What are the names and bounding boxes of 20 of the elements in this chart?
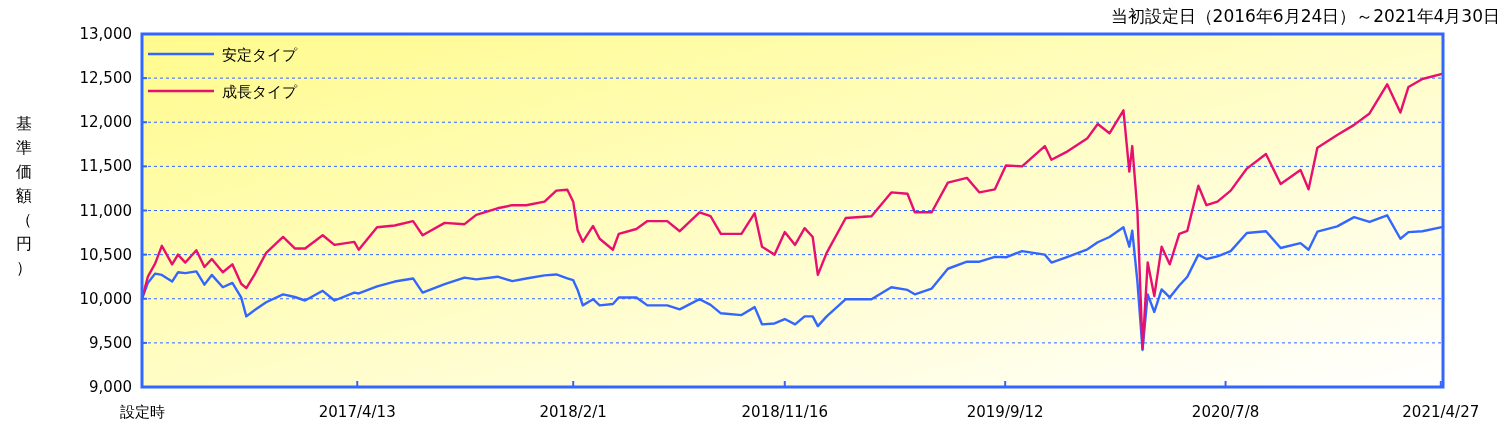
x-tick-label: 2018/2/1 [539,403,607,421]
x-tick-label: 設定時 [119,403,165,421]
y-tick-label: 9,000 [89,378,132,396]
x-tick-label: 2020/7/8 [1191,403,1260,421]
y-tick-label: 10,500 [79,245,132,264]
x-tick-label: 2021/4/27 [1402,403,1480,421]
chart-title: 当初設定日（2016年6月24日）～2021年4月30日 [1110,6,1500,26]
legend-label: 安定タイプ [222,46,298,64]
y-tick-label: 11,000 [79,201,132,220]
x-tick-label: 2017/4/13 [318,403,396,421]
y-tick-label: 9,500 [89,333,132,352]
y-tick-label: 12,000 [79,113,132,132]
y-tick-label: 13,000 [79,25,132,43]
y-tick-label: 11,500 [79,157,132,176]
y-tick-label: 12,500 [79,69,132,88]
x-tick-label: 2019/9/12 [966,403,1044,421]
y-axis-title: 基準価額（円） [16,113,32,277]
y-tick-label: 10,000 [79,289,132,308]
legend-label: 成長タイプ [222,83,298,101]
x-tick-label: 2018/11/16 [741,403,829,421]
